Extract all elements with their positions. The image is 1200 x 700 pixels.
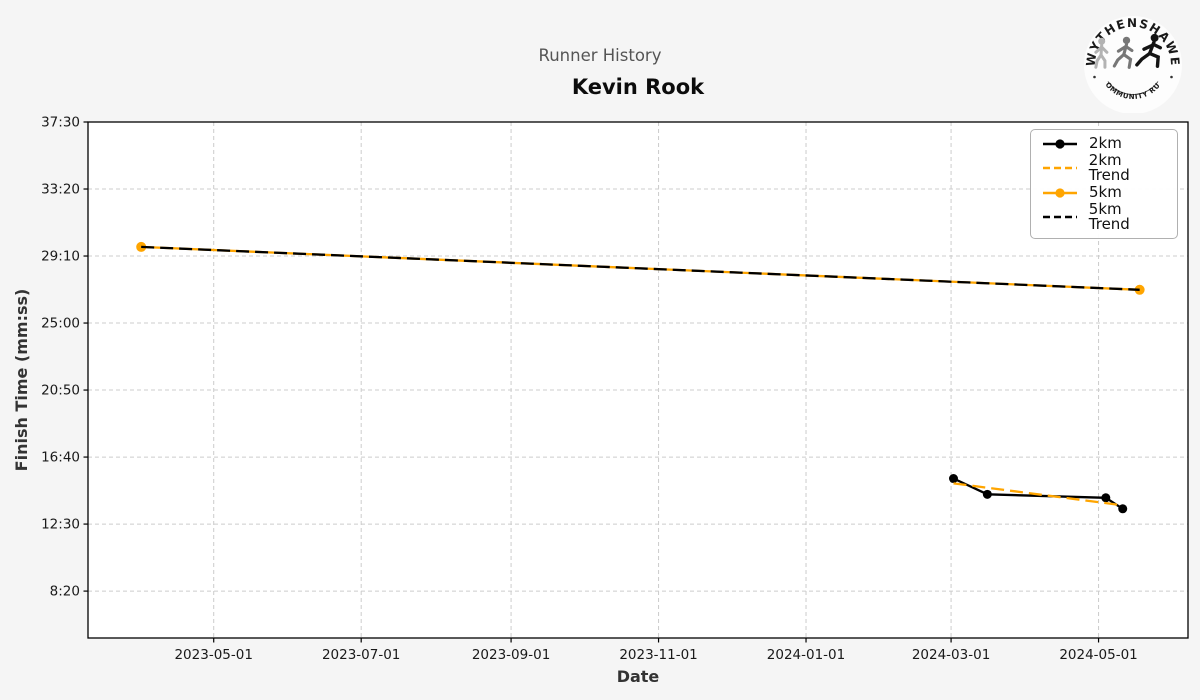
legend-item-5km: 5km [1041,185,1167,201]
runner-icon-sprinting [1135,33,1163,68]
axes-spines [87,121,1189,639]
legend-label: 2km Trend [1088,151,1130,185]
legend-label: 5km Trend [1088,200,1130,234]
x-axis-label: Date [617,667,660,686]
legend-item-2km: 2km [1041,136,1167,152]
chart-legend: 2km 2km Trend 5km 5km Trend [1030,129,1178,239]
y-tick-label: 37:30 [41,115,80,131]
x-tick-label: 2024-03-01 [912,647,990,663]
wythenshawe-logo: WYTHENSHAWE COMMUNITY RUN [1083,13,1182,113]
y-tick-label: 29:10 [41,249,80,265]
logo-dot-left [1093,75,1096,79]
logo-dot-right [1170,75,1173,79]
legend-sample-5km-trend [1043,215,1077,219]
plot-area [88,122,1188,638]
data-point-2km [1101,493,1111,503]
chart-subtitle: Runner History [539,46,662,65]
x-tick-label: 2023-09-01 [472,647,550,663]
runner-icon-jogging [1112,36,1134,69]
y-tick-label: 33:20 [41,182,80,198]
y-tick-label: 20:50 [41,383,80,399]
x-tick-label: 2024-01-01 [767,647,845,663]
legend-item-2km-trend: 2km Trend [1041,153,1167,183]
x-tick-label: 2023-05-01 [174,647,252,663]
y-axis-label: Finish Time (mm:ss) [12,289,31,472]
legend-label: 5km [1089,183,1122,202]
logo-inner-arc [1107,81,1159,95]
chart-title: Kevin Rook [572,75,705,99]
legend-label: 2km [1089,134,1122,153]
y-tick-label: 16:40 [41,450,80,466]
legend-sample-2km [1043,139,1077,149]
legend-sample-5km [1043,188,1077,198]
y-tick-label: 12:30 [41,517,80,533]
data-point-2km [948,474,958,484]
runner-icon-walking [1094,37,1109,69]
series-line-5km-trend [141,245,1140,291]
x-tick-label: 2023-07-01 [322,647,400,663]
y-tick-label: 25:00 [41,316,80,332]
legend-sample-2km-trend [1043,166,1077,170]
series-line-2km-trend [953,482,1123,507]
data-point-2km [1118,504,1128,514]
data-point-2km [982,489,992,499]
y-tick-label: 8:20 [50,584,80,600]
x-tick-label: 2023-11-01 [619,647,697,663]
legend-item-5km-trend: 5km Trend [1041,202,1167,232]
x-tick-label: 2024-05-01 [1059,647,1137,663]
